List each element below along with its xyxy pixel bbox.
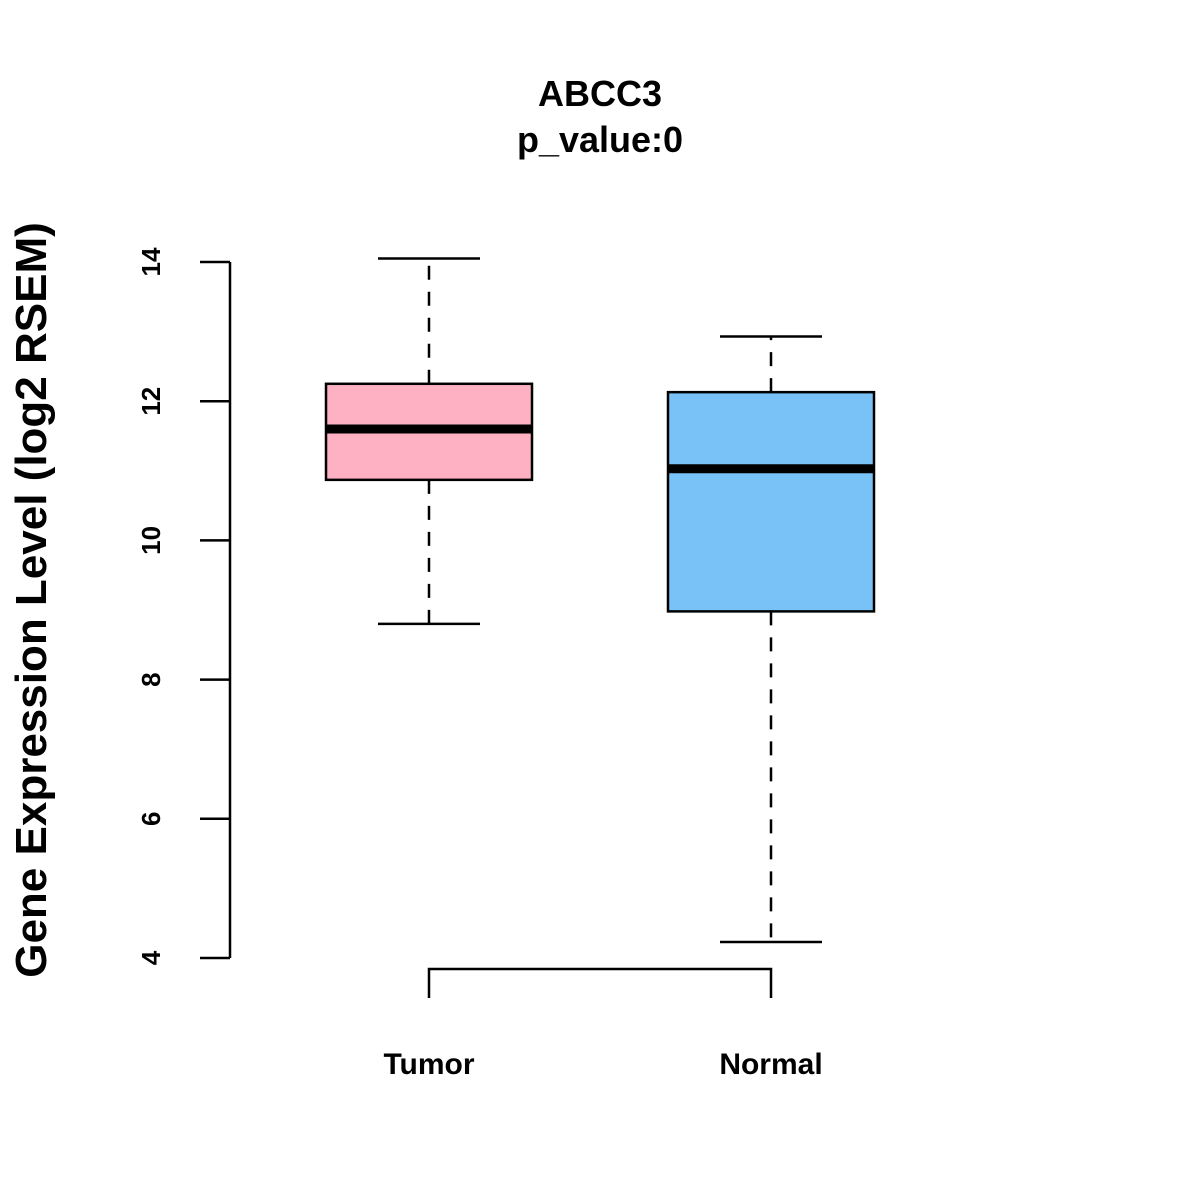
chart-subtitle: p_value:0 [517,119,683,160]
y-tick-label: 4 [136,950,166,965]
iqr-box [666,390,876,613]
boxes [324,257,876,944]
box-tumor [324,257,534,626]
y-tick-label: 14 [136,247,166,276]
y-tick-label: 8 [136,672,166,686]
category-label-normal: Normal [719,1048,822,1081]
y-axis-label: Gene Expression Level (log2 RSEM) [7,222,56,978]
category-label-tumor: Tumor [383,1048,474,1081]
comparison-bracket [427,967,773,998]
box-normal [666,335,876,944]
chart-title: ABCC3 [538,73,662,114]
y-axis: 4 6 8 10 12 14 [136,247,232,965]
x-axis-labels: Tumor Normal [383,1048,822,1081]
y-tick-label: 12 [136,387,166,416]
bracket-line [427,967,773,998]
y-tick-label: 10 [136,526,166,555]
y-tick-label: 6 [136,812,166,826]
